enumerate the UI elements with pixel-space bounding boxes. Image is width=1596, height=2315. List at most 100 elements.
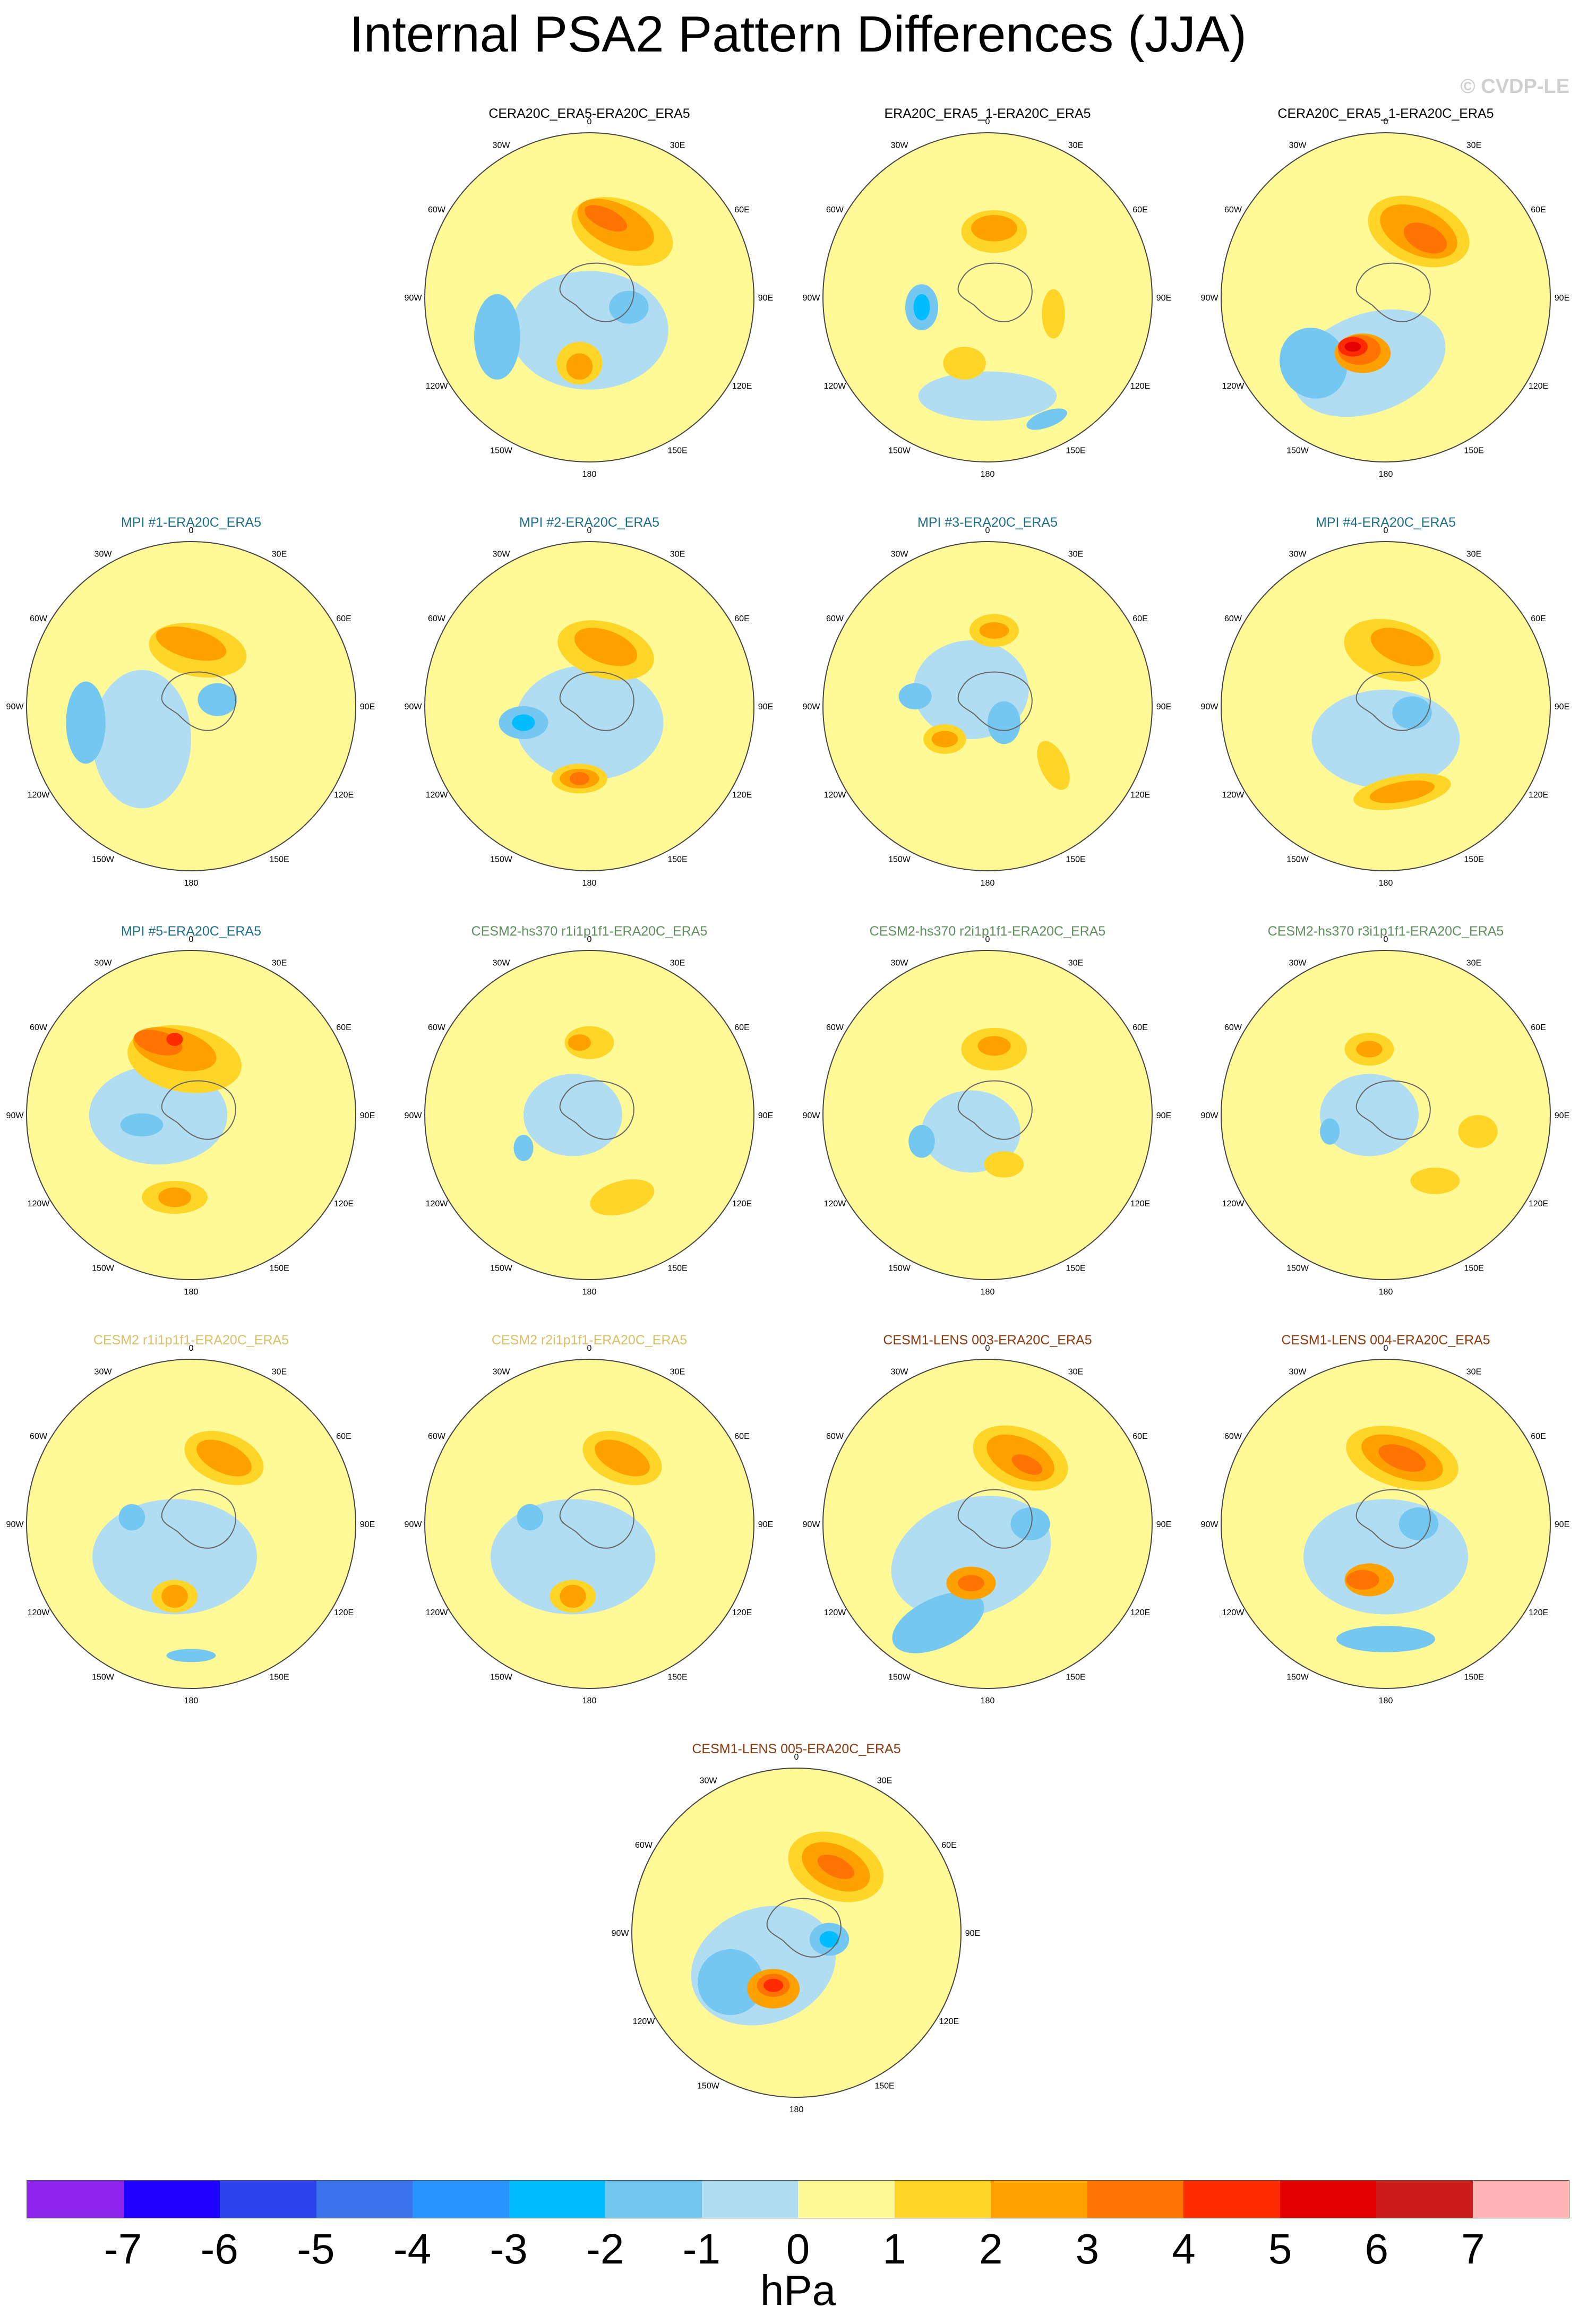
antarctica-coastline	[766, 1898, 842, 1958]
anomaly-contour	[198, 683, 237, 716]
colorbar-tick-label: -1	[682, 2225, 720, 2273]
longitude-label: 120E	[334, 1608, 354, 1617]
colorbar-tick-label: 2	[979, 2225, 1003, 2273]
longitude-label: 150E	[1066, 447, 1085, 456]
anomaly-contour	[1346, 1570, 1379, 1590]
colorbar-tick-label: 7	[1461, 2225, 1485, 2273]
anomaly-contour	[958, 1575, 984, 1592]
anomaly-contour	[474, 294, 520, 380]
longitude-label: 30W	[95, 550, 113, 559]
longitude-label: 30W	[1289, 550, 1307, 559]
anomaly-contour	[1320, 1074, 1419, 1156]
longitude-label: 120E	[1529, 1199, 1548, 1208]
anomaly-contour	[560, 1584, 586, 1608]
longitude-label: 0	[587, 935, 592, 944]
longitude-label: 30W	[493, 1367, 511, 1376]
anomaly-contour	[574, 628, 638, 666]
panel-title: CESM2-hs370 r1i1p1f1-ERA20C_ERA5	[471, 924, 708, 939]
map-boundary	[1221, 541, 1551, 871]
longitude-label: 90E	[1156, 294, 1171, 303]
anomaly-contour	[817, 1854, 855, 1880]
longitude-label: 90E	[360, 702, 375, 711]
longitude-label: 150E	[1464, 855, 1483, 864]
longitude-label: 90E	[965, 1929, 980, 1938]
longitude-label: 30W	[1289, 958, 1307, 967]
longitude-label: 60E	[1132, 1023, 1147, 1032]
map-panel-3: CERA20C_ERA5_1-ERA20C_ERA5 0 30E 60E 90E 120…	[1201, 106, 1570, 479]
longitude-label: 0	[189, 935, 194, 944]
longitude-label: 30W	[1289, 141, 1307, 150]
longitude-label: 150E	[1464, 447, 1483, 456]
polar-map: 0 30E 60E 90E 120E 150E 180 150W 120W 90W 60W 30W	[1201, 117, 1570, 479]
panel-title: CESM1-LENS 003-ERA20C_ERA5	[883, 1333, 1092, 1348]
longitude-label: 30W	[891, 141, 909, 150]
polar-map: 0 30E 60E 90E 120E 150E 180 150W 120W 90W 60W 30W	[6, 1344, 375, 1705]
anomaly-contour	[1336, 1626, 1435, 1652]
anomaly-contour	[943, 347, 986, 380]
longitude-label: 120W	[28, 791, 50, 800]
map-boundary	[424, 1359, 754, 1689]
longitude-label: 120E	[334, 791, 354, 800]
longitude-label: 120E	[732, 791, 752, 800]
longitude-label: 120W	[824, 1199, 847, 1208]
longitude-label: 90E	[360, 1520, 375, 1529]
longitude-label: 0	[794, 1753, 799, 1762]
anomaly-contour	[569, 772, 589, 785]
anomaly-contour	[1311, 690, 1460, 788]
map-boundary	[424, 950, 754, 1280]
antarctica-coastline	[957, 262, 1033, 322]
colorbar-swatch	[1087, 2181, 1183, 2218]
longitude-label: 60E	[1132, 205, 1147, 215]
colorbar-swatch	[220, 2181, 316, 2218]
anomaly-contour	[590, 1179, 655, 1215]
longitude-label: 120E	[1130, 382, 1150, 391]
longitude-label: 90E	[1156, 1520, 1171, 1529]
colorbar-tick-label: -7	[104, 2225, 142, 2273]
longitude-label: 60W	[30, 614, 48, 623]
antarctica-coastline	[559, 1080, 634, 1140]
longitude-label: 30W	[493, 141, 511, 150]
longitude-label: 150E	[1066, 855, 1085, 864]
longitude-label: 90E	[758, 1111, 773, 1120]
longitude-label: 180	[981, 1288, 995, 1297]
map-panel-12: CESM2 r1i1p1f1-ERA20C_ERA5 0 30E 60E 90E 120…	[6, 1333, 375, 1705]
polar-map: 0 30E 60E 90E 120E 150E 180 150W 120W 90W 60W 30W	[803, 1344, 1172, 1705]
colorbar-swatch	[123, 2181, 220, 2218]
longitude-label: 90E	[1156, 702, 1171, 711]
colorbar-tick-label: -4	[393, 2225, 432, 2273]
longitude-label: 120E	[732, 1608, 752, 1617]
figure-title: Internal PSA2 Pattern Differences (JJA)	[349, 6, 1247, 63]
colorbar-swatch	[1183, 2181, 1280, 2218]
longitude-label: 30E	[877, 1776, 892, 1785]
longitude-label: 60E	[1531, 1023, 1546, 1032]
longitude-label: 120W	[1222, 382, 1245, 391]
colorbar-tick-label: 0	[786, 2225, 810, 2273]
polar-map: 0 30E 60E 90E 120E 150E 180 150W 120W 90W 60W 30W	[6, 526, 375, 888]
panel-title: CESM2-hs370 r2i1p1f1-ERA20C_ERA5	[869, 924, 1106, 939]
map-boundary	[424, 541, 754, 871]
anomaly-contour	[166, 1649, 216, 1662]
longitude-label: 150E	[1066, 1673, 1085, 1682]
longitude-label: 120W	[633, 2017, 656, 2026]
colorbar-tick-label: 6	[1365, 2225, 1389, 2273]
longitude-label: 120W	[1222, 1608, 1245, 1617]
map-boundary	[822, 950, 1153, 1280]
polar-map: 0 30E 60E 90E 120E 150E 180 150W 120W 90W 60W 30W	[1201, 935, 1570, 1297]
map-boundary	[1221, 132, 1551, 462]
longitude-label: 90W	[405, 294, 423, 303]
anomaly-contour	[1369, 780, 1435, 803]
panel-title: CESM2 r2i1p1f1-ERA20C_ERA5	[491, 1333, 688, 1348]
longitude-label: 0	[189, 526, 194, 535]
longitude-label: 150W	[92, 855, 115, 864]
colorbar-tick-label: -6	[200, 2225, 238, 2273]
anomaly-contour	[979, 622, 1009, 639]
longitude-label: 60E	[1531, 614, 1546, 623]
longitude-label: 120E	[732, 1199, 752, 1208]
longitude-label: 150W	[490, 1673, 513, 1682]
longitude-label: 90E	[1555, 294, 1569, 303]
longitude-label: 120W	[426, 1199, 449, 1208]
longitude-label: 150E	[269, 1264, 289, 1273]
anomaly-contour	[512, 714, 535, 731]
longitude-label: 180	[582, 1696, 597, 1705]
longitude-label: 90E	[758, 1520, 773, 1529]
